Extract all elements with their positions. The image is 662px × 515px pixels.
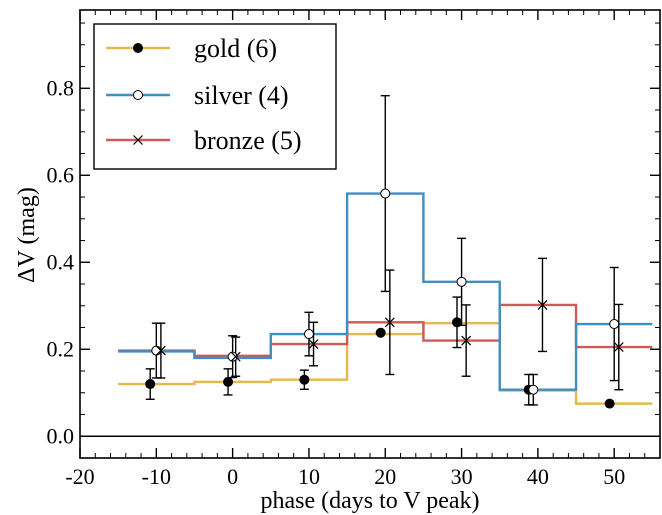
step-line-gold xyxy=(118,321,653,405)
step-line-bronze xyxy=(118,303,653,357)
x-tick-label-1: -10 xyxy=(142,464,171,489)
point-silver-3 xyxy=(380,188,391,199)
point-gold-0 xyxy=(145,379,156,390)
legend-marker-gold xyxy=(133,43,143,53)
x-tick-label-6: 40 xyxy=(527,464,549,489)
point-gold-1 xyxy=(223,376,234,387)
point-bronze-6 xyxy=(613,342,624,353)
point-bronze-1 xyxy=(230,351,241,362)
data-points xyxy=(145,188,624,409)
point-bronze-5 xyxy=(537,299,548,310)
point-gold-4 xyxy=(452,317,462,328)
x-tick-label-0: -20 xyxy=(65,464,94,489)
ticks xyxy=(79,10,661,459)
tick-labels: -20 -10 0 10 20 30 40 50 0.0 0.2 0.4 0.6 0.8 xyxy=(47,75,626,489)
y-tick-label-1: 0.2 xyxy=(47,336,75,361)
point-bronze-3 xyxy=(384,317,395,328)
point-silver-2 xyxy=(303,329,314,340)
legend-label-silver: silver (4) xyxy=(194,81,289,110)
point-bronze-4 xyxy=(461,335,472,346)
point-gold-2 xyxy=(299,374,310,385)
legend-label-gold: gold (6) xyxy=(194,34,277,63)
x-tick-label-4: 20 xyxy=(374,464,396,489)
x-tick-label-3: 10 xyxy=(298,464,320,489)
legend: gold (6) silver (4) bronze (5) xyxy=(93,23,337,170)
point-silver-0 xyxy=(151,345,162,356)
x-tick-label-7: 50 xyxy=(603,464,625,489)
y-axis-title: ΔV (mag) xyxy=(14,187,40,283)
y-tick-label-3: 0.6 xyxy=(47,162,75,187)
x-axis-title: phase (days to V peak) xyxy=(260,488,479,514)
point-silver-4 xyxy=(456,276,467,287)
point-silver-5 xyxy=(528,384,539,395)
y-tick-label-4: 0.8 xyxy=(47,75,75,100)
x-tick-label-5: 30 xyxy=(451,464,473,489)
point-bronze-0 xyxy=(155,345,166,356)
y-tick-label-2: 0.4 xyxy=(47,249,75,274)
legend-marker-bronze xyxy=(133,135,143,145)
y-tick-label-0: 0.0 xyxy=(47,423,75,448)
point-silver-6 xyxy=(609,319,620,330)
legend-marker-silver xyxy=(133,90,143,100)
point-gold-6 xyxy=(604,398,615,409)
point-gold-3 xyxy=(375,327,386,338)
legend-label-bronze: bronze (5) xyxy=(194,126,302,155)
point-bronze-2 xyxy=(308,339,319,349)
x-tick-label-2: 0 xyxy=(227,464,238,489)
point-silver-1 xyxy=(227,351,238,362)
